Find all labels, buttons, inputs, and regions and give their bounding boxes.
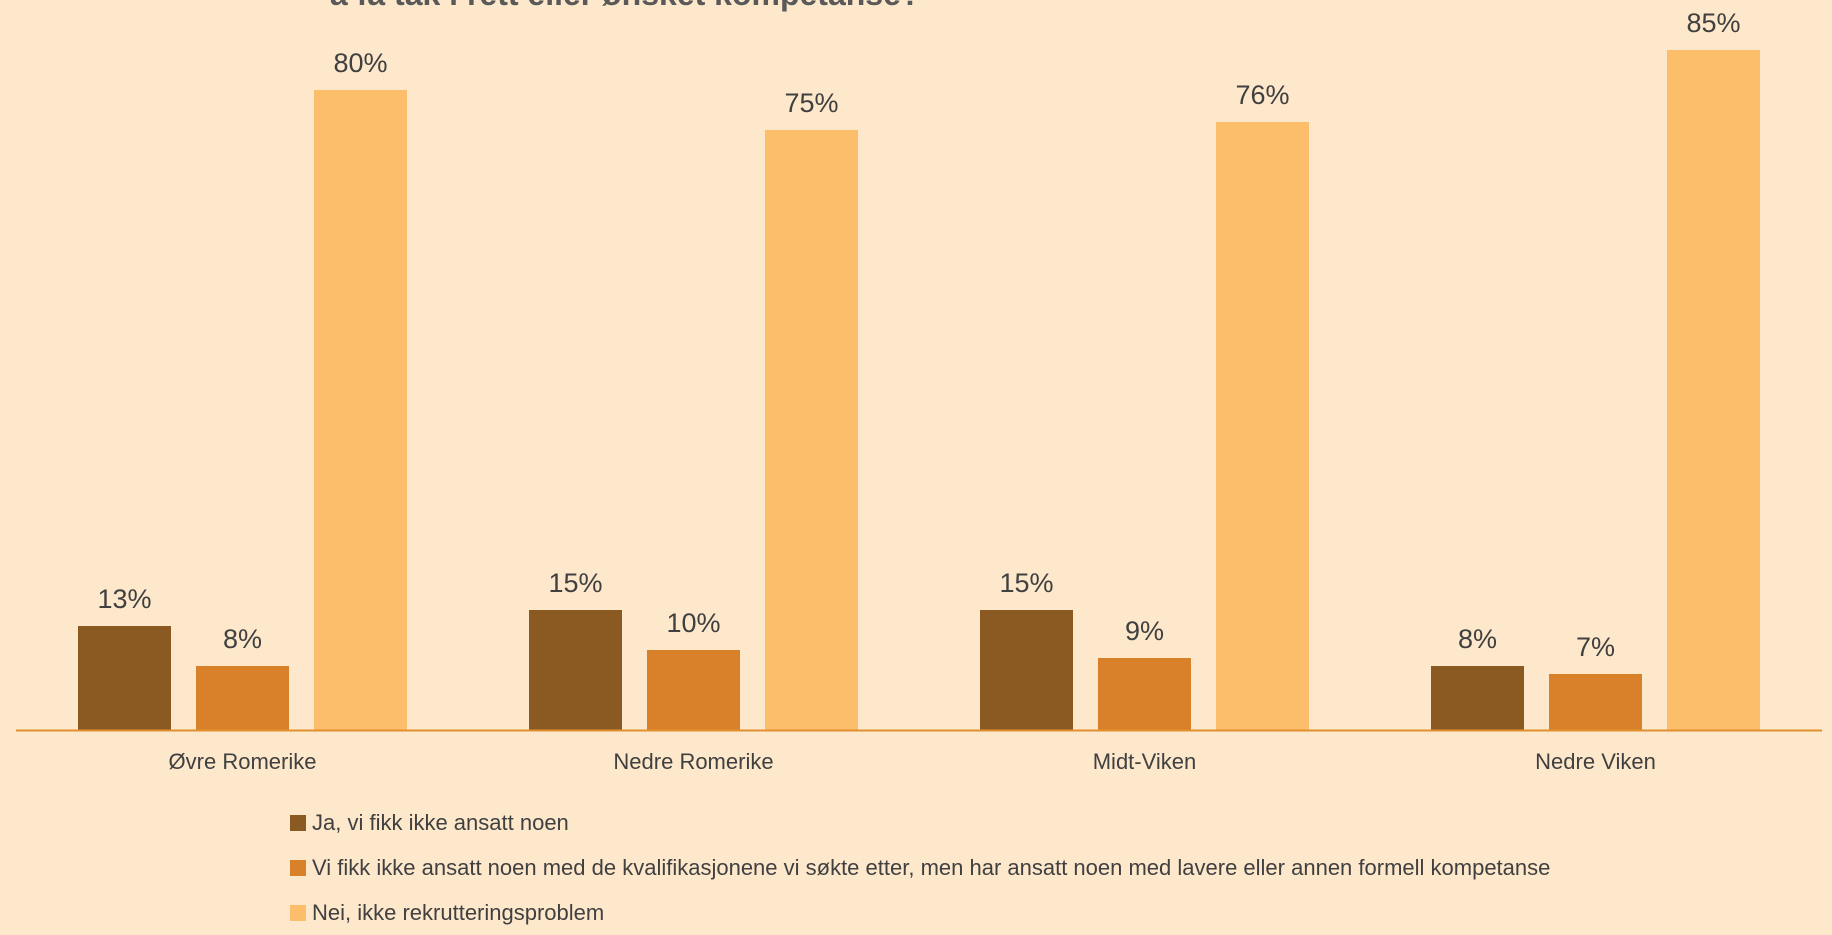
chart-title: å få tak i rett eller ønsket kompetanse? (330, 0, 920, 13)
legend-label: Vi fikk ikke ansatt noen med de kvalifik… (312, 854, 1551, 880)
data-label: 76% (1235, 80, 1289, 110)
data-label: 8% (223, 624, 262, 654)
data-label: 7% (1576, 632, 1615, 662)
bar (765, 130, 858, 730)
legend-label: Ja, vi fikk ikke ansatt noen (312, 809, 569, 835)
bar (980, 610, 1073, 730)
data-label: 13% (97, 584, 151, 614)
legend-item: Nei, ikke rekrutteringsproblem (290, 890, 1550, 935)
data-label: 9% (1125, 616, 1164, 646)
data-label: 80% (333, 48, 387, 78)
bar (196, 666, 289, 730)
legend-swatch (290, 859, 306, 876)
bar (1098, 658, 1191, 730)
bars-group (78, 50, 1760, 730)
legend: Ja, vi fikk ikke ansatt noen Vi fikk ikk… (290, 800, 1550, 935)
data-label: 15% (548, 568, 602, 598)
data-label: 75% (784, 88, 838, 118)
legend-swatch (290, 904, 306, 921)
category-label: Midt-Viken (1093, 749, 1197, 774)
data-labels-group: 13% 8% 80% 15% 10% 75% 15% 9% 76% 8% 7% 85% (97, 8, 1740, 662)
bar (1216, 122, 1309, 730)
data-label: 15% (999, 568, 1053, 598)
legend-item: Vi fikk ikke ansatt noen med de kvalifik… (290, 845, 1550, 890)
bar (1431, 666, 1524, 730)
bar (314, 90, 407, 730)
category-label: Nedre Romerike (613, 749, 773, 774)
category-labels-group: Øvre Romerike Nedre Romerike Midt-Viken Ned… (169, 749, 1656, 774)
bar (529, 610, 622, 730)
legend-item: Ja, vi fikk ikke ansatt noen (290, 800, 1550, 845)
category-label: Nedre Viken (1535, 749, 1656, 774)
data-label: 8% (1458, 624, 1497, 654)
data-label: 10% (666, 608, 720, 638)
bar (1549, 674, 1642, 730)
data-label: 85% (1686, 8, 1740, 38)
bar (647, 650, 740, 730)
bar (1667, 50, 1760, 730)
category-label: Øvre Romerike (169, 749, 317, 774)
legend-swatch (290, 814, 306, 831)
bar (78, 626, 171, 730)
legend-label: Nei, ikke rekrutteringsproblem (312, 899, 605, 925)
